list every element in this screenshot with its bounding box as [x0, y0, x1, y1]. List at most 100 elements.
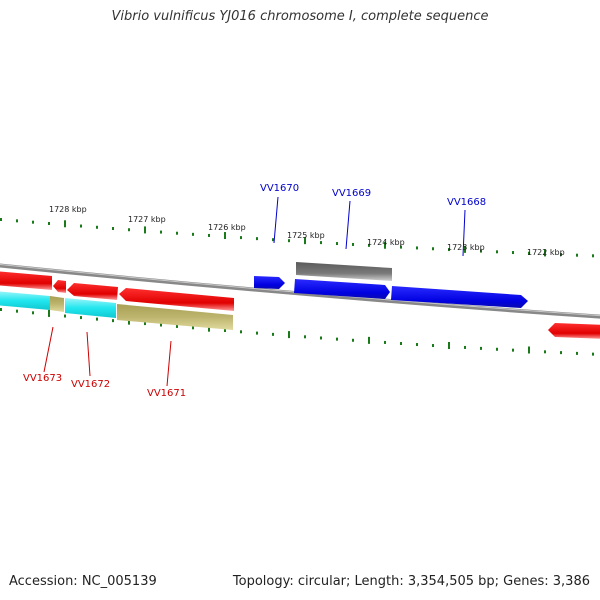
minor-tick: [176, 324, 178, 328]
major-tick: [464, 245, 466, 253]
minor-tick: [384, 340, 386, 344]
khaki-feature-vv1671: [117, 304, 233, 330]
major-tick: [224, 232, 226, 240]
minor-tick: [448, 248, 450, 252]
cyan-feature-vv1672: [65, 298, 116, 318]
minor-tick: [352, 242, 354, 246]
minor-tick: [80, 224, 82, 228]
major-tick: [304, 237, 306, 245]
minor-tick: [16, 309, 18, 313]
minor-tick: [352, 338, 354, 342]
minor-tick: [192, 326, 194, 330]
minor-tick: [176, 231, 178, 235]
minor-tick: [96, 225, 98, 229]
minor-tick: [240, 236, 242, 240]
minor-tick: [160, 230, 162, 234]
major-tick: [208, 324, 210, 332]
outer-tick-track: [0, 218, 594, 258]
minor-tick: [160, 323, 162, 327]
minor-tick: [304, 335, 306, 339]
leader-vv1668: [462, 209, 466, 257]
minor-tick: [400, 342, 402, 345]
minor-tick: [64, 314, 66, 318]
minor-tick: [0, 308, 2, 311]
major-tick: [288, 331, 290, 339]
minor-tick: [256, 237, 258, 241]
tick-label-1725: 1725 kbp: [287, 231, 325, 240]
major-tick: [528, 346, 530, 354]
reverse-gene-labels: VV1673 VV1672 VV1671: [23, 326, 186, 399]
minor-tick: [32, 311, 34, 315]
accession-label: Accession: NC_005139: [9, 574, 157, 589]
tick-label-1726: 1726 kbp: [208, 223, 246, 232]
minor-tick: [576, 253, 578, 257]
gene-arrow-vv1670: [254, 276, 285, 289]
forward-gene-labels: VV1670 VV1669 VV1668: [260, 183, 486, 257]
minor-tick: [480, 249, 482, 253]
minor-tick: [496, 250, 498, 254]
gene-arrow-vv1668: [391, 286, 528, 308]
minor-tick: [272, 332, 274, 336]
gene-label-vv1668[interactable]: VV1668: [447, 197, 486, 208]
tick-label-1728: 1728 kbp: [49, 205, 87, 214]
gene-arrow-vv1669: [294, 279, 390, 299]
grey-feature: [296, 262, 392, 281]
minor-tick: [0, 218, 2, 221]
gene-label-vv1673[interactable]: VV1673: [23, 373, 62, 384]
minor-tick: [416, 246, 418, 250]
major-tick: [544, 249, 546, 257]
minor-tick: [544, 350, 546, 354]
minor-tick: [112, 319, 114, 323]
minor-tick: [320, 241, 322, 245]
leader-vv1671: [166, 340, 172, 387]
map-title: Vibrio vulnificus YJ016 chromosome I, co…: [111, 9, 489, 24]
major-tick: [384, 241, 386, 249]
major-tick: [64, 220, 66, 228]
minor-tick: [112, 227, 114, 231]
minor-tick: [272, 238, 274, 242]
minor-tick: [560, 253, 562, 257]
gene-label-vv1671[interactable]: VV1671: [147, 388, 186, 399]
minor-tick: [432, 247, 434, 251]
minor-tick: [592, 352, 594, 356]
minor-tick: [336, 337, 338, 341]
gene-arrow-vv1672-red: [67, 283, 118, 300]
minor-tick: [432, 344, 434, 348]
gene-label-vv1669[interactable]: VV1669: [332, 188, 371, 199]
minor-tick: [496, 347, 498, 351]
minor-tick: [528, 251, 530, 255]
gene-arrow-left-edge: [0, 271, 52, 290]
major-tick: [128, 317, 130, 325]
major-tick: [48, 309, 50, 317]
minor-tick: [288, 239, 290, 243]
leader-vv1673: [43, 326, 54, 373]
minor-tick: [512, 348, 514, 352]
leader-vv1672: [86, 331, 91, 377]
khaki-feature-small: [50, 296, 64, 312]
minor-tick: [512, 251, 514, 255]
genome-summary: Topology: circular; Length: 3,354,505 bp…: [232, 574, 590, 589]
inner-tick-track: [0, 308, 594, 356]
scale-labels: 1728 kbp 1727 kbp 1726 kbp 1725 kbp 1724…: [49, 205, 565, 257]
minor-tick: [464, 345, 466, 349]
minor-tick: [208, 233, 210, 237]
tick-label-1722: 1722 kbp: [527, 248, 565, 257]
tick-label-1727: 1727 kbp: [128, 215, 166, 224]
minor-tick: [400, 245, 402, 249]
minor-tick: [48, 221, 50, 225]
major-tick: [144, 226, 146, 234]
minor-tick: [32, 220, 34, 224]
minor-tick: [128, 228, 130, 232]
minor-tick: [16, 219, 18, 223]
gene-label-vv1672[interactable]: VV1672: [71, 379, 110, 390]
minor-tick: [96, 317, 98, 321]
minor-tick: [576, 351, 578, 355]
minor-tick: [560, 351, 562, 355]
minor-tick: [368, 243, 370, 247]
minor-tick: [320, 336, 322, 340]
gene-arrow-vv1671-red: [119, 288, 234, 311]
major-tick: [368, 336, 370, 344]
gene-arrow-small: [53, 280, 66, 293]
gene-label-vv1670[interactable]: VV1670: [260, 183, 299, 194]
